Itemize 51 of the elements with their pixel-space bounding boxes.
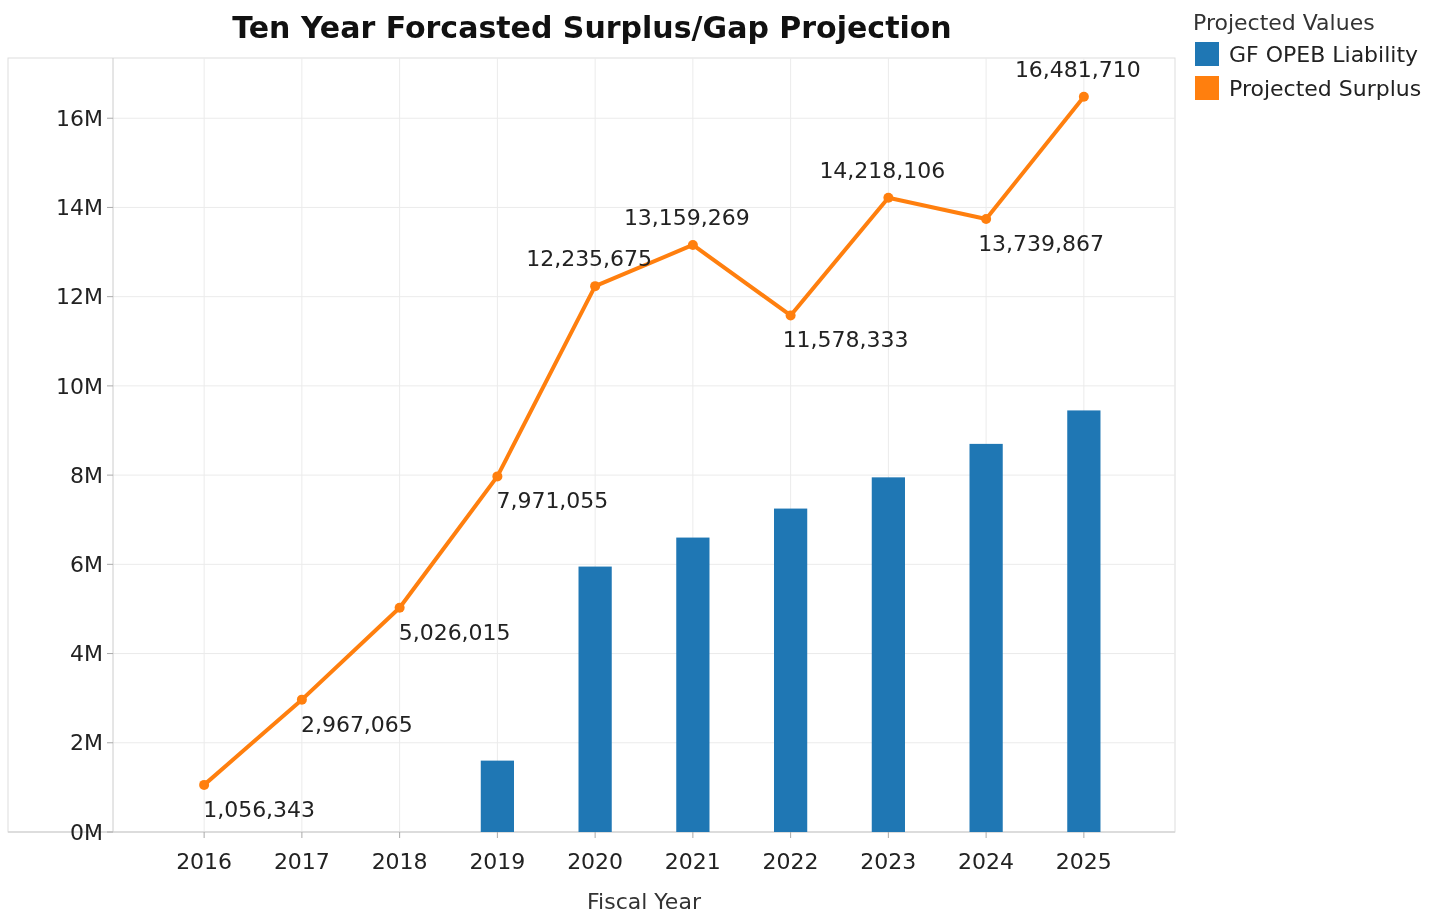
point bbox=[785, 310, 796, 321]
data-label: 2,967,065 bbox=[300, 711, 413, 737]
point bbox=[1078, 91, 1089, 102]
data-label: 13,159,269 bbox=[623, 204, 750, 230]
point bbox=[199, 779, 210, 790]
x-axis-title: Fiscal Year bbox=[587, 889, 702, 913]
point bbox=[296, 694, 307, 705]
bar bbox=[871, 477, 905, 832]
point bbox=[687, 239, 698, 250]
y-tick-label: 0M bbox=[70, 819, 103, 845]
x-tick-label: 2025 bbox=[1055, 849, 1112, 874]
x-tick-label: 2024 bbox=[958, 849, 1015, 874]
data-label: 11,578,333 bbox=[782, 327, 909, 353]
x-tick-label: 2020 bbox=[567, 849, 624, 874]
legend-title: Projected Values bbox=[1193, 10, 1375, 35]
chart-title: Ten Year Forcasted Surplus/Gap Projection bbox=[232, 10, 952, 45]
x-tick-label: 2016 bbox=[176, 849, 233, 874]
y-tick-label: 10M bbox=[56, 373, 103, 399]
data-label: 1,056,343 bbox=[203, 796, 316, 822]
bar bbox=[480, 760, 514, 832]
legend-label: Projected Surplus bbox=[1229, 75, 1422, 101]
x-tick-label: 2018 bbox=[371, 849, 428, 874]
y-tick-label: 16M bbox=[56, 105, 103, 131]
point bbox=[981, 214, 992, 225]
x-tick-label: 2021 bbox=[664, 849, 721, 874]
y-tick-label: 2M bbox=[70, 730, 103, 756]
bar bbox=[1067, 410, 1101, 832]
bar bbox=[774, 508, 808, 832]
bar bbox=[578, 566, 612, 832]
point bbox=[883, 192, 894, 203]
data-label: 16,481,710 bbox=[1014, 56, 1141, 82]
y-tick-label: 8M bbox=[70, 462, 103, 488]
bar bbox=[676, 537, 710, 832]
y-tick-label: 14M bbox=[56, 195, 103, 221]
point bbox=[394, 602, 405, 613]
x-tick-label: 2022 bbox=[762, 849, 819, 874]
point bbox=[492, 471, 503, 482]
data-label: 12,235,675 bbox=[526, 246, 653, 272]
y-tick-label: 4M bbox=[70, 641, 103, 667]
data-label: 5,026,015 bbox=[398, 619, 511, 645]
legend-label: GF OPEB Liability bbox=[1229, 41, 1419, 67]
bar bbox=[969, 443, 1003, 832]
x-tick-label: 2017 bbox=[273, 849, 330, 874]
data-label: 7,971,055 bbox=[496, 488, 609, 514]
y-tick-label: 12M bbox=[56, 284, 103, 310]
x-tick-label: 2019 bbox=[469, 849, 526, 874]
y-tick-label: 6M bbox=[70, 552, 103, 578]
point bbox=[590, 281, 601, 292]
x-tick-label: 2023 bbox=[860, 849, 917, 874]
data-label: 13,739,867 bbox=[978, 231, 1105, 257]
data-label: 14,218,106 bbox=[819, 157, 946, 183]
